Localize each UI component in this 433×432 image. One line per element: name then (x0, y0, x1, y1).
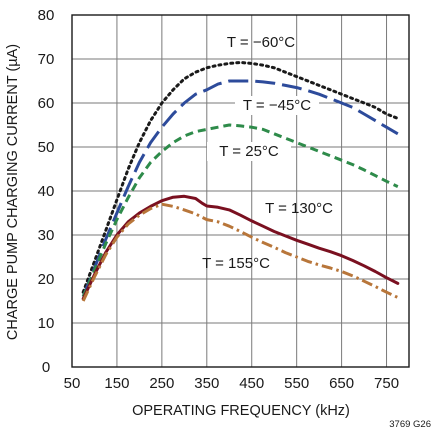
plot-frame (71, 14, 410, 368)
y-tick-label: 40 (38, 183, 55, 200)
x-tick-label: 450 (239, 375, 264, 392)
x-tick-label: 650 (329, 375, 354, 392)
series-line-5 (81, 202, 399, 302)
series-label-5: T = 155°C (202, 255, 270, 272)
grid (71, 14, 409, 368)
series-label-bg (235, 96, 319, 115)
y-tick-label: 0 (42, 359, 50, 376)
x-tick-label: 750 (374, 375, 399, 392)
series-line-1 (81, 61, 400, 294)
series-line-3 (81, 123, 399, 298)
series-line-2 (81, 79, 399, 298)
y-tick-label: 50 (38, 139, 55, 156)
series-labels: T = −60°C T = −45°C T = 25°C T = 130°C T = 1… (202, 34, 333, 272)
series-label-4: T = 130°C (265, 200, 333, 217)
x-tick-label: 150 (104, 375, 129, 392)
y-axis-label: CHARGE PUMP CHARGING CURRENT (µA) (5, 44, 21, 340)
series-label-1: T = −60°C (227, 34, 295, 51)
y-tick-labels: 0 10 20 30 40 50 60 70 80 (38, 7, 55, 376)
series-line-4 (81, 194, 400, 301)
x-axis-label: OPERATING FREQUENCY (kHz) (132, 403, 350, 419)
x-tick-label: 250 (149, 375, 174, 392)
y-tick-label: 60 (38, 95, 55, 112)
series-label-3: T = 25°C (219, 143, 279, 160)
x-tick-labels: 50 150 250 350 450 550 650 750 (64, 375, 399, 392)
x-tick-label: 350 (194, 375, 219, 392)
y-tick-label: 80 (38, 7, 55, 24)
series-layer (81, 61, 400, 302)
series-label-2: T = −45°C (243, 97, 311, 114)
y-tick-label: 20 (38, 271, 55, 288)
y-tick-label: 70 (38, 51, 55, 68)
figure-code: 3769 G26 (389, 419, 431, 430)
x-tick-label: 50 (64, 375, 81, 392)
series-label-bg (207, 142, 291, 161)
y-tick-label: 30 (38, 227, 55, 244)
y-tick-label: 10 (38, 315, 55, 332)
x-tick-label: 550 (284, 375, 309, 392)
